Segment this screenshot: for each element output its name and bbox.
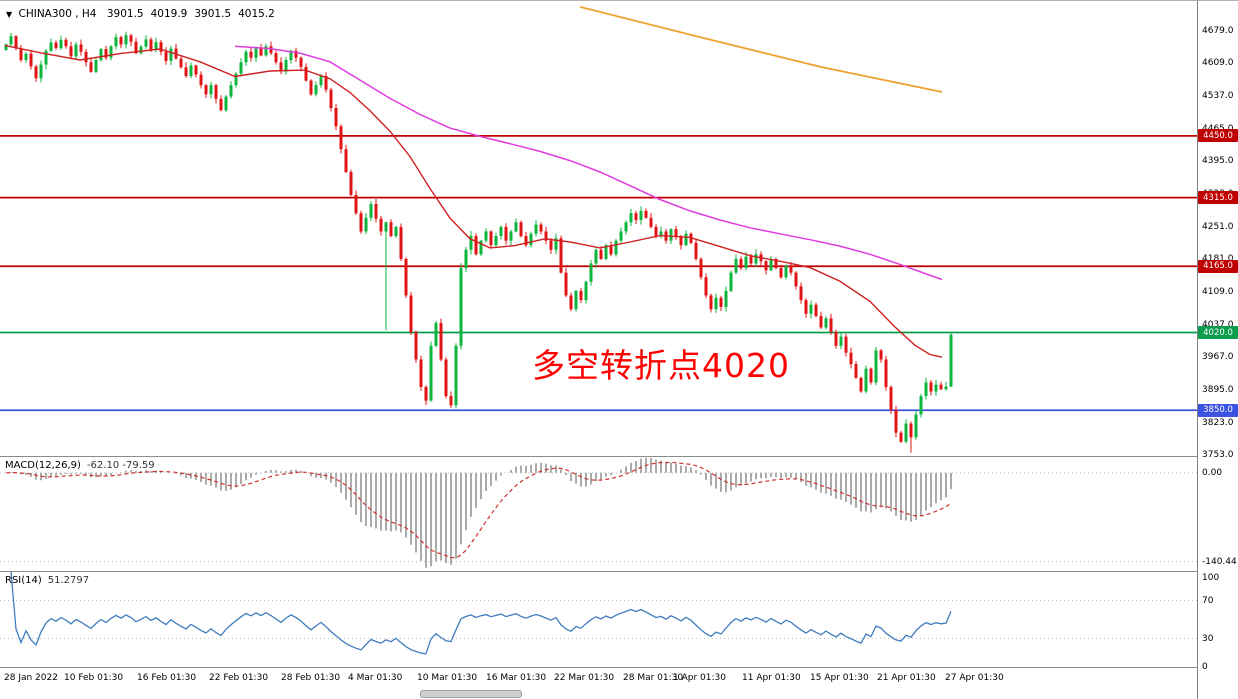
price-line-badge[interactable]: 4165.0 (1198, 259, 1238, 273)
chart-title: ▼ CHINA300 , H4 3901.5 4019.9 3901.5 4015.2 (6, 8, 275, 20)
chart-annotation-text: 多空转折点4020 (532, 346, 790, 385)
panel-resize-divider[interactable] (0, 456, 1238, 457)
time-axis-label: 28 Jan 2022 (4, 673, 58, 683)
time-axis-label: 1 Apr 01:30 (673, 673, 726, 683)
high-value: 4019.9 (150, 8, 188, 20)
price-line-badge[interactable]: 3850.0 (1198, 403, 1238, 417)
open-value: 3901.5 (106, 8, 144, 20)
price-tick-label: 4395.0 (1202, 156, 1234, 167)
price-tick-label: 3823.0 (1202, 417, 1234, 428)
price-line-badge[interactable]: 4315.0 (1198, 191, 1238, 205)
macd-label: MACD(12,26,9) -62.10 -79.59 (5, 460, 155, 471)
price-tick-label: 3895.0 (1202, 384, 1234, 395)
price-tick-label: 4109.0 (1202, 286, 1234, 297)
low-value: 3901.5 (194, 8, 232, 20)
time-axis-border (0, 667, 1238, 668)
ohlc-readout: 3901.5 4019.9 3901.5 4015.2 (100, 8, 275, 20)
price-tick-label: 3967.0 (1202, 351, 1234, 362)
price-chart-canvas[interactable] (0, 1, 1197, 456)
rsi-value: 51.2797 (47, 575, 90, 586)
price-tick-label: 4251.0 (1202, 221, 1234, 232)
time-axis-label: 4 Mar 01:30 (348, 673, 403, 683)
macd-scale-label: 0.00 (1202, 467, 1223, 478)
price-tick-label: 4679.0 (1202, 26, 1234, 37)
symbol-dropdown-icon[interactable]: ▼ (6, 10, 13, 19)
time-axis-label: 10 Feb 01:30 (64, 673, 124, 683)
price-tick-label: 4181.0 (1202, 253, 1234, 264)
macd-panel-canvas[interactable] (0, 457, 1197, 571)
panel-resize-divider[interactable] (0, 571, 1238, 572)
price-tick-label: 4537.0 (1202, 91, 1234, 102)
rsi-scale-label: 100 (1202, 573, 1220, 583)
price-tick-label: 4465.0 (1202, 124, 1234, 134)
price-line-badge[interactable]: 4020.0 (1198, 326, 1238, 340)
symbol-label: CHINA300 , H4 (18, 8, 97, 20)
time-axis-label: 15 Apr 01:30 (810, 673, 869, 683)
rsi-scale-label: 30 (1202, 633, 1214, 644)
price-tick-label: 4037.0 (1202, 319, 1234, 330)
time-axis-label: 22 Mar 01:30 (554, 673, 615, 683)
price-scale[interactable]: 4679.04609.04537.04465.04395.04323.04251… (1197, 1, 1238, 699)
time-axis-label: 27 Apr 01:30 (945, 673, 1004, 683)
rsi-scale-label: 0 (1202, 662, 1208, 672)
price-tick-label: 3753.0 (1202, 449, 1234, 460)
time-axis-label: 28 Mar 01:30 (623, 673, 684, 683)
time-axis: 28 Jan 2022 10 Feb 01:30 16 Feb 01:30 22 Fe… (0, 668, 1197, 699)
time-axis-label: 10 Mar 01:30 (417, 673, 478, 683)
rsi-panel-canvas[interactable] (0, 572, 1197, 667)
macd-scale-label: -140.44 (1202, 556, 1237, 567)
time-axis-label: 16 Mar 01:30 (486, 673, 547, 683)
time-axis-label: 11 Apr 01:30 (742, 673, 801, 683)
macd-name: MACD(12,26,9) (5, 460, 81, 471)
horizontal-scrollbar-thumb[interactable] (420, 690, 522, 698)
time-axis-label: 16 Feb 01:30 (137, 673, 197, 683)
rsi-scale-label: 70 (1202, 595, 1214, 606)
time-axis-label: 21 Apr 01:30 (877, 673, 936, 683)
time-axis-label: 22 Feb 01:30 (209, 673, 269, 683)
rsi-label: RSI(14) 51.2797 (5, 575, 89, 586)
price-line-badge[interactable]: 4450.0 (1198, 129, 1238, 143)
close-value: 4015.2 (238, 8, 275, 20)
macd-values: -62.10 -79.59 (86, 460, 155, 471)
price-tick-label: 4609.0 (1202, 58, 1234, 69)
rsi-name: RSI(14) (5, 575, 42, 586)
time-axis-label: 28 Feb 01:30 (281, 673, 341, 683)
